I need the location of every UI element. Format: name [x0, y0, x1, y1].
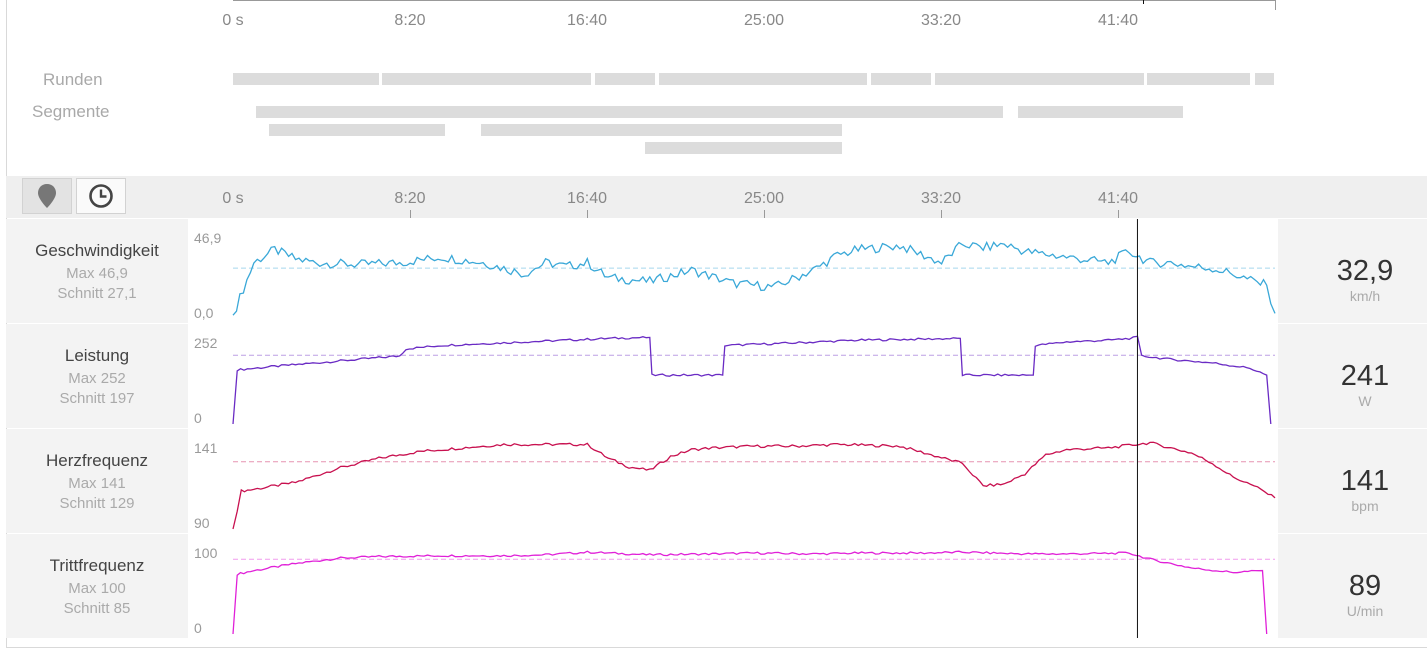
cadence-current-value: 89 U/min: [1303, 570, 1427, 619]
lap-bar[interactable]: [1147, 73, 1250, 85]
y-axis-max-label: 100: [194, 545, 218, 561]
metric-max: Max 100: [68, 580, 126, 597]
top-axis-end-tick: [1275, 0, 1276, 10]
metric-avg: Schnitt 197: [59, 390, 135, 407]
cadence-plot-area: [188, 534, 1278, 638]
metric-title: Leistung: [64, 346, 130, 365]
segment-bar[interactable]: [645, 142, 842, 154]
current-value: 89: [1348, 570, 1382, 602]
clock-icon: [89, 184, 113, 208]
lap-bar[interactable]: [871, 73, 931, 85]
y-axis-min-label: 0,0: [194, 305, 214, 321]
top-axis-tick: 16:40: [566, 12, 608, 29]
metric-max: Max 141: [68, 475, 126, 492]
segment-bar[interactable]: [1018, 106, 1183, 118]
y-axis-max-label: 46,9: [194, 230, 222, 246]
current-value: 141: [1340, 465, 1390, 497]
heart-rate-series-line: [232, 441, 1276, 530]
chart-axis-bar: [6, 176, 1427, 218]
metric-title: Herzfrequenz: [45, 451, 149, 470]
top-axis-line: [233, 0, 1276, 1]
lap-bar[interactable]: [595, 73, 655, 85]
top-axis-tick: 25:00: [743, 12, 785, 29]
chart-axis-tickmark: [764, 210, 765, 218]
current-value: 32,9: [1336, 255, 1394, 287]
y-axis-min-label: 0: [194, 620, 202, 636]
laps-label: Runden: [43, 70, 103, 89]
lap-bar[interactable]: [233, 73, 379, 85]
speed-label-block: Geschwindigkeit Max 46,9 Schnitt 27,1: [6, 241, 188, 302]
top-axis-tick: 41:40: [1097, 12, 1139, 29]
metric-avg: Schnitt 129: [59, 495, 135, 512]
chart-axis-tick: 0 s: [222, 190, 244, 207]
top-axis-cursor: [1143, 0, 1144, 4]
metric-title: Trittfrequenz: [49, 556, 145, 575]
chart-axis-tick: 41:40: [1097, 190, 1139, 207]
unit-label: W: [1358, 393, 1372, 409]
segments-label: Segmente: [32, 102, 110, 121]
chart-axis-tickmark: [587, 210, 588, 218]
unit-label: bpm: [1351, 498, 1379, 514]
top-axis-tick: 33:20: [920, 12, 962, 29]
time-view-button[interactable]: [76, 178, 126, 214]
current-value: 241: [1340, 360, 1390, 392]
segment-bar[interactable]: [256, 106, 1003, 118]
location-pin-icon: [38, 184, 56, 208]
chart-axis-tick: 33:20: [920, 190, 962, 207]
lap-bar[interactable]: [1255, 73, 1274, 85]
unit-label: km/h: [1349, 288, 1381, 304]
chart-axis-tickmark: [1118, 210, 1119, 218]
segment-bar[interactable]: [481, 124, 842, 136]
heart-rate-label-block: Herzfrequenz Max 141 Schnitt 129: [6, 451, 188, 512]
metric-avg: Schnitt 85: [63, 600, 131, 617]
cadence-label-block: Trittfrequenz Max 100 Schnitt 85: [6, 556, 188, 617]
power-current-value: 241 W: [1303, 360, 1427, 409]
top-axis-tick: 0 s: [222, 12, 244, 29]
chart-axis-tick: 25:00: [743, 190, 785, 207]
chart-axis-tick: 16:40: [566, 190, 608, 207]
cadence-series-line: [232, 550, 1268, 635]
unit-label: U/min: [1346, 603, 1384, 619]
metric-max: Max 46,9: [66, 265, 128, 282]
metric-max: Max 252: [68, 370, 126, 387]
chart-axis-tickmark: [410, 210, 411, 218]
heart-rate-plot-area: [188, 429, 1278, 533]
y-axis-min-label: 90: [194, 515, 210, 531]
y-axis-max-label: 141: [194, 440, 218, 456]
top-axis-tick: 8:20: [394, 12, 426, 29]
chart-axis-tickmark: [941, 210, 942, 218]
heart-rate-current-value: 141 bpm: [1303, 465, 1427, 514]
speed-series-line: [232, 240, 1276, 316]
power-series-line: [232, 335, 1272, 425]
chart-axis-tick: 8:20: [394, 190, 426, 207]
power-label-block: Leistung Max 252 Schnitt 197: [6, 346, 188, 407]
lap-bar[interactable]: [935, 73, 1144, 85]
segment-bar[interactable]: [269, 124, 445, 136]
metric-avg: Schnitt 27,1: [57, 285, 137, 302]
location-view-button[interactable]: [22, 178, 72, 214]
speed-current-value: 32,9 km/h: [1303, 255, 1427, 304]
lap-bar[interactable]: [382, 73, 591, 85]
y-axis-max-label: 252: [194, 335, 218, 351]
metric-title: Geschwindigkeit: [35, 241, 159, 260]
lap-bar[interactable]: [659, 73, 867, 85]
y-axis-min-label: 0: [194, 410, 202, 426]
speed-plot-area: [188, 219, 1278, 323]
